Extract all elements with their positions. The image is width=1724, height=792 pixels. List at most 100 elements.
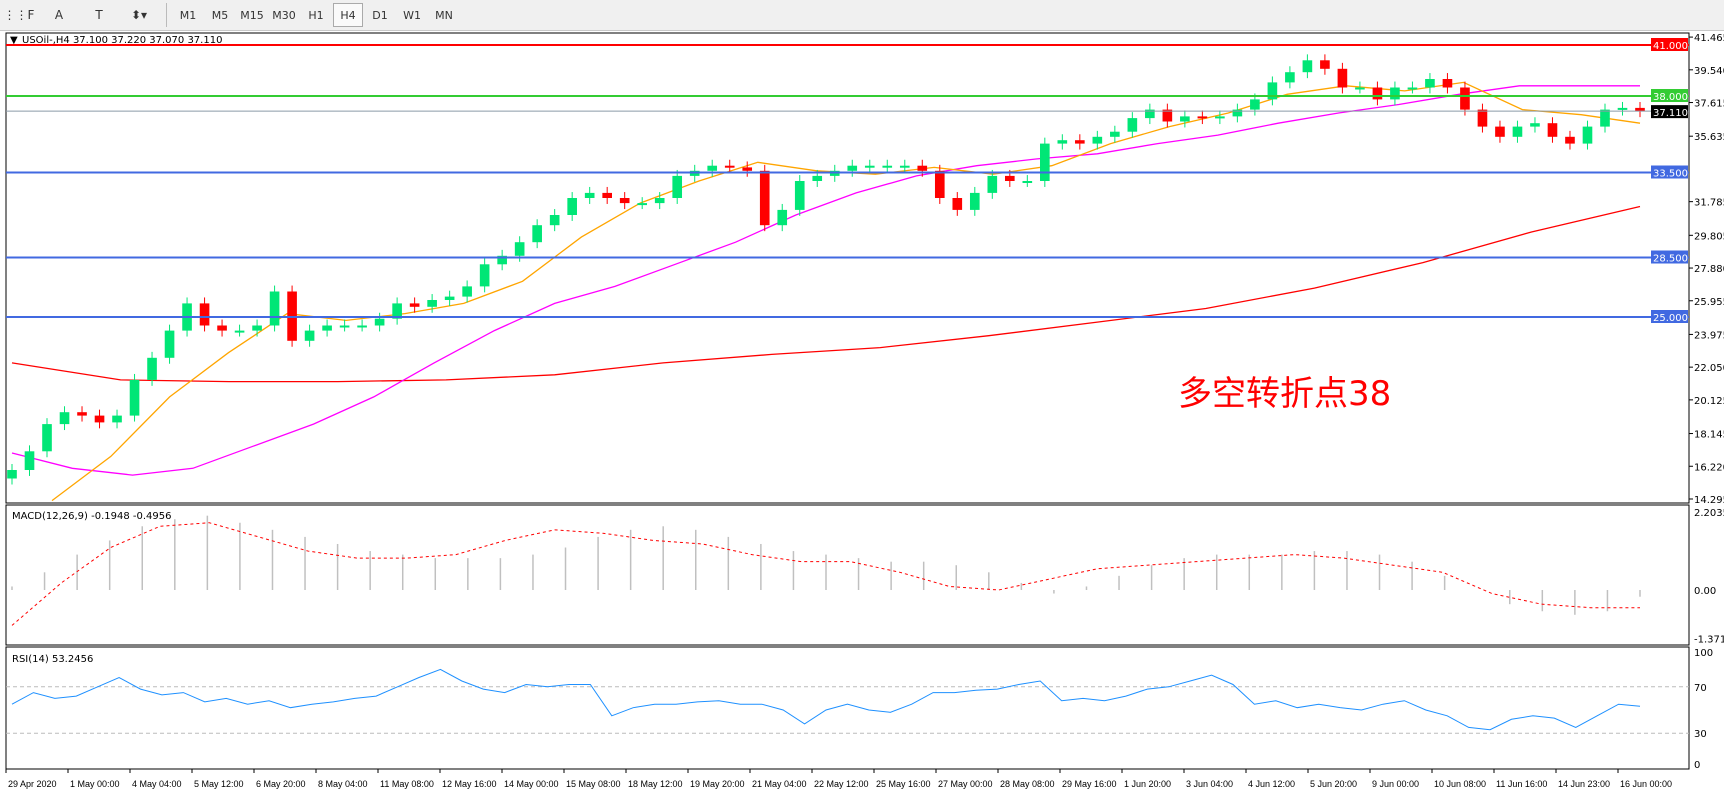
- candle: [1372, 81, 1383, 106]
- candle: [952, 192, 963, 216]
- x-tick-label: 1 Jun 20:00: [1124, 779, 1171, 789]
- candle: [357, 319, 367, 332]
- candle-body: [199, 303, 210, 326]
- candle-body: [567, 198, 577, 215]
- x-tick-label: 18 May 12:00: [628, 779, 683, 789]
- level-price-tag: [1651, 250, 1688, 264]
- timeframe-d1-button[interactable]: D1: [372, 8, 388, 22]
- candle-body: [1127, 118, 1138, 132]
- candle-body: [1617, 107, 1628, 110]
- x-tick-label: 12 May 16:00: [442, 779, 497, 789]
- x-tick-label: 29 Apr 2020: [8, 779, 57, 789]
- candle: [112, 409, 122, 429]
- candle-body: [479, 264, 490, 287]
- rsi-y-label: 100: [1694, 648, 1713, 659]
- level-price-label: 28.500: [1653, 254, 1688, 265]
- timeframe-m15-button[interactable]: M15: [240, 8, 264, 22]
- y-tick-label: 18.145: [1694, 430, 1724, 441]
- candle-body: [654, 198, 665, 204]
- timeframe-w1-button[interactable]: W1: [403, 8, 421, 22]
- candle-body: [1337, 68, 1348, 88]
- ma-slow-line: [11, 205, 1641, 383]
- rsi-line: [11, 668, 1641, 731]
- timeframe-h1-button[interactable]: H1: [308, 8, 324, 22]
- candle-body: [1530, 123, 1540, 127]
- candle: [899, 159, 910, 172]
- text-icon[interactable]: A: [54, 8, 64, 22]
- timeframe-m1-button[interactable]: M1: [179, 8, 197, 22]
- candle-body: [77, 412, 87, 416]
- candle-body: [462, 286, 472, 297]
- y-tick-label: 27.880: [1694, 264, 1724, 275]
- candle-body: [1250, 99, 1260, 110]
- candle: [1285, 66, 1295, 89]
- candle: [1337, 62, 1348, 94]
- candle: [322, 319, 332, 337]
- ma-mid-line: [11, 85, 1640, 476]
- candle-body: [1302, 60, 1313, 73]
- candle-body: [24, 451, 35, 470]
- candle-body: [1232, 109, 1243, 117]
- candle-body: [707, 165, 718, 171]
- timeframe-m30-button[interactable]: M30: [272, 8, 296, 22]
- candle: [199, 297, 210, 332]
- candle-body: [882, 165, 893, 168]
- candle: [1145, 103, 1155, 125]
- timeframe-m5-button[interactable]: M5: [211, 8, 229, 22]
- candle-body: [1075, 140, 1085, 144]
- candle: [7, 464, 17, 485]
- candle-body: [1110, 131, 1120, 137]
- x-tick-label: 29 May 16:00: [1062, 779, 1117, 789]
- candle-body: [112, 415, 122, 423]
- y-tick-label: 23.975: [1694, 330, 1724, 341]
- arrows-icon[interactable]: ⬍▾: [130, 8, 148, 22]
- rsi-pane: [5, 646, 1690, 770]
- candle-body: [602, 192, 612, 198]
- candle-body: [619, 198, 630, 204]
- candle-body: [1600, 109, 1610, 127]
- price-chart[interactable]: 41.465 39.540 37.615 35.635 31.785 29.805 27.8…: [0, 30, 1724, 792]
- candle: [1390, 81, 1400, 106]
- candle: [707, 159, 718, 177]
- candle: [374, 312, 385, 332]
- candle: [864, 159, 875, 172]
- timeframe-mn-button[interactable]: MN: [435, 8, 453, 22]
- x-tick-label: 3 Jun 04:00: [1186, 779, 1233, 789]
- candle: [392, 297, 402, 325]
- level-price-tag: [1651, 165, 1688, 179]
- candle: [94, 409, 105, 429]
- level-price-tag: [1651, 310, 1688, 323]
- candle: [1617, 101, 1628, 116]
- candle: [1477, 103, 1488, 133]
- candle: [759, 164, 770, 232]
- candle-body: [392, 303, 402, 319]
- rsi-label: RSI(14) 53.2456: [12, 654, 93, 665]
- candle-body: [1460, 87, 1470, 110]
- candle: [1302, 54, 1313, 79]
- y-tick-label: 31.785: [1694, 198, 1724, 209]
- symbol-dropdown-arrow[interactable]: ▼: [10, 35, 18, 46]
- candle-body: [724, 165, 735, 168]
- candle-body: [1215, 116, 1225, 119]
- candle-body: [357, 325, 367, 328]
- candle-body: [777, 209, 788, 226]
- candle: [427, 294, 437, 313]
- candle-body: [1425, 79, 1435, 88]
- current-price-tag: [1651, 105, 1688, 119]
- candle-body: [1197, 116, 1208, 119]
- candle-body: [742, 167, 753, 171]
- annotation-text[interactable]: 多空转折点38: [1178, 374, 1391, 414]
- fibonacci-fan-icon[interactable]: ⋮⋮F: [3, 8, 35, 22]
- x-tick-label: 22 May 12:00: [814, 779, 869, 789]
- timeframe-h4-button[interactable]: H4: [333, 3, 363, 27]
- candle-body: [1092, 136, 1103, 144]
- candle: [1057, 134, 1068, 150]
- candle: [1600, 103, 1610, 133]
- candle-body: [759, 170, 770, 226]
- candle-body: [164, 330, 175, 358]
- candle-body: [1040, 143, 1050, 181]
- candle: [234, 324, 245, 337]
- candle: [77, 406, 87, 422]
- text-label-icon[interactable]: T: [95, 8, 103, 22]
- candle-body: [637, 203, 648, 206]
